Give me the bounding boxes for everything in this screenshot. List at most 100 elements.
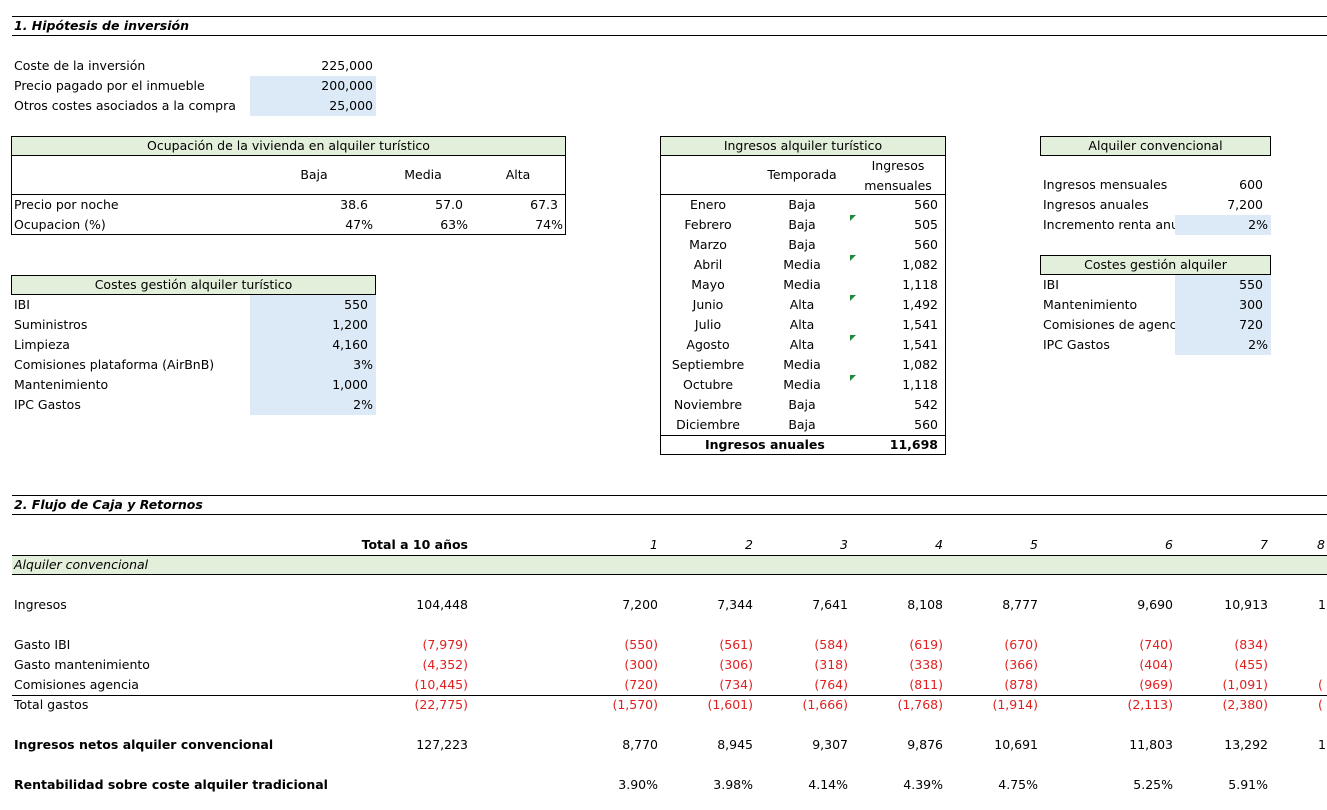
flow-cell[interactable]: (318) (814, 657, 848, 672)
flow-cell[interactable] (1318, 775, 1327, 795)
season-cell[interactable]: Media (783, 257, 821, 272)
flow-cell[interactable]: (878) (1004, 677, 1038, 692)
flow-cell[interactable]: (550) (624, 637, 658, 652)
flow-cell[interactable]: (1,570) (612, 697, 658, 712)
flow-cell[interactable]: 5.91% (1228, 777, 1268, 792)
season-cell[interactable]: Alta (789, 337, 815, 352)
cell[interactable]: 300 (1239, 297, 1263, 312)
flow-cell[interactable]: (2,113) (1127, 697, 1173, 712)
season-cell[interactable]: Alta (789, 317, 815, 332)
flow-cell[interactable]: (834) (1234, 637, 1268, 652)
flow-cell[interactable]: (619) (909, 637, 943, 652)
flow-total-cell[interactable]: (10,445) (414, 677, 469, 692)
flow-cell[interactable]: (1,666) (802, 697, 848, 712)
flow-cell[interactable]: (300) (624, 657, 658, 672)
cell[interactable]: 600 (1239, 177, 1263, 192)
cell[interactable]: 2% (1248, 217, 1268, 232)
flow-cell[interactable]: (969) (1139, 677, 1173, 692)
season-cell[interactable]: Baja (788, 397, 816, 412)
cell[interactable]: 3% (353, 357, 373, 372)
income-cell[interactable]: 560 (914, 237, 938, 252)
flow-cell[interactable] (1318, 635, 1327, 655)
flow-cell[interactable]: (1,914) (992, 697, 1038, 712)
cell[interactable]: 57.0 (435, 197, 463, 212)
cell[interactable]: 38.6 (340, 197, 368, 212)
flow-cell[interactable]: (1,091) (1222, 677, 1268, 692)
flow-cell[interactable]: (811) (909, 677, 943, 692)
income-cell[interactable]: 505 (914, 217, 938, 232)
flow-cell[interactable]: 8,770 (622, 737, 658, 752)
flow-cell[interactable]: 4.75% (998, 777, 1038, 792)
flow-cell[interactable]: 9,307 (812, 737, 848, 752)
flow-cell[interactable]: 7,641 (812, 597, 848, 612)
income-cell[interactable]: 1,118 (902, 277, 938, 292)
income-cell[interactable]: 1,082 (902, 257, 938, 272)
season-cell[interactable]: Baja (788, 417, 816, 432)
flow-cell[interactable]: 3.90% (618, 777, 658, 792)
season-cell[interactable]: Alta (789, 297, 815, 312)
flow-cell[interactable]: (720) (624, 677, 658, 692)
cell[interactable]: 550 (344, 297, 368, 312)
flow-cell[interactable]: (455) (1234, 657, 1268, 672)
flow-cell[interactable]: (561) (719, 637, 753, 652)
flow-cell[interactable]: (404) (1139, 657, 1173, 672)
income-cell[interactable]: 1,118 (902, 377, 938, 392)
season-cell[interactable]: Baja (788, 197, 816, 212)
income-cell[interactable]: 560 (914, 197, 938, 212)
hip-value[interactable]: 200,000 (321, 78, 373, 93)
flow-cell[interactable]: 9,690 (1137, 597, 1173, 612)
flow-cell[interactable]: 3.98% (713, 777, 753, 792)
cell[interactable]: 2% (1248, 337, 1268, 352)
flow-cell[interactable]: ( (1318, 697, 1323, 712)
cell[interactable]: 47% (345, 217, 373, 232)
flow-cell[interactable]: (670) (1004, 637, 1038, 652)
cell[interactable]: 1,000 (332, 377, 368, 392)
flow-cell[interactable]: 4.14% (808, 777, 848, 792)
flow-total-cell[interactable]: 104,448 (416, 597, 468, 612)
season-cell[interactable]: Baja (788, 217, 816, 232)
flow-total-cell[interactable]: 127,223 (416, 737, 468, 752)
flow-cell[interactable]: (1,601) (707, 697, 753, 712)
cell[interactable]: 63% (440, 217, 468, 232)
flow-cell[interactable]: 4.39% (903, 777, 943, 792)
cell[interactable]: 7,200 (1227, 197, 1263, 212)
flow-cell[interactable]: 10,913 (1224, 597, 1268, 612)
cell[interactable]: 720 (1239, 317, 1263, 332)
cell[interactable]: 4,160 (332, 337, 368, 352)
income-cell[interactable]: 1,541 (902, 337, 938, 352)
hip-value[interactable]: 25,000 (329, 98, 373, 113)
flow-cell[interactable]: (740) (1139, 637, 1173, 652)
flow-cell[interactable]: 1 (1318, 737, 1326, 752)
flow-cell[interactable]: 1 (1318, 597, 1326, 612)
flow-cell[interactable]: (584) (814, 637, 848, 652)
flow-cell[interactable]: (764) (814, 677, 848, 692)
season-cell[interactable]: Media (783, 277, 821, 292)
flow-cell[interactable]: (366) (1004, 657, 1038, 672)
flow-total-cell[interactable]: (7,979) (422, 637, 468, 652)
flow-cell[interactable]: (1,768) (897, 697, 943, 712)
flow-cell[interactable]: 13,292 (1224, 737, 1268, 752)
flow-cell[interactable]: 11,803 (1129, 737, 1173, 752)
flow-total-cell[interactable]: (4,352) (422, 657, 468, 672)
flow-cell[interactable]: 8,945 (717, 737, 753, 752)
flow-total-cell[interactable]: (22,775) (414, 697, 469, 712)
income-cell[interactable]: 1,082 (902, 357, 938, 372)
cell[interactable]: 1,200 (332, 317, 368, 332)
flow-cell[interactable] (1318, 655, 1327, 675)
flow-cell[interactable]: (2,380) (1222, 697, 1268, 712)
cell[interactable]: 550 (1239, 277, 1263, 292)
flow-cell[interactable]: 9,876 (907, 737, 943, 752)
flow-cell[interactable]: ( (1318, 677, 1323, 692)
season-cell[interactable]: Media (783, 377, 821, 392)
flow-cell[interactable]: 8,108 (907, 597, 943, 612)
income-cell[interactable]: 542 (914, 397, 938, 412)
cell[interactable]: 2% (353, 397, 373, 412)
flow-cell[interactable]: (734) (719, 677, 753, 692)
flow-cell[interactable]: 7,200 (622, 597, 658, 612)
cell[interactable]: 67.3 (530, 197, 558, 212)
season-cell[interactable]: Baja (788, 237, 816, 252)
income-cell[interactable]: 1,492 (902, 297, 938, 312)
flow-cell[interactable]: (338) (909, 657, 943, 672)
season-cell[interactable]: Media (783, 357, 821, 372)
hip-value[interactable]: 225,000 (321, 58, 373, 73)
